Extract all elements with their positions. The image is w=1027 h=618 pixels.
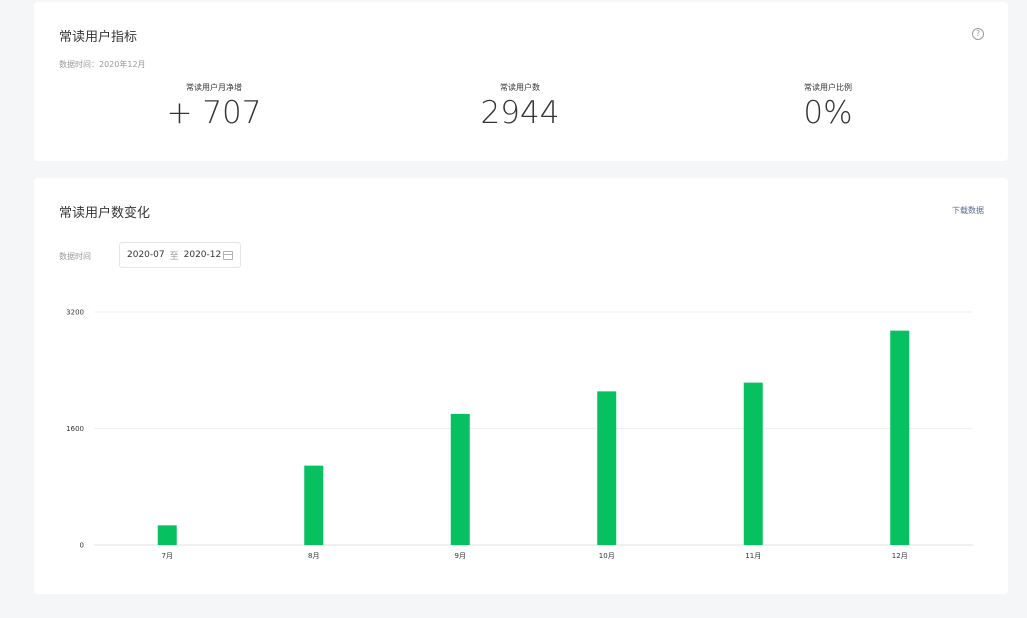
y-tick-label: 0 (80, 542, 84, 550)
bar (304, 465, 324, 545)
metric-label: 常读用户数 (500, 83, 540, 92)
x-tick-label: 11月 (745, 552, 761, 560)
chart-card: 常读用户数变化 下载数据 数据时间 2020-07 至 2020-12 0 160… (34, 178, 1008, 594)
date-range-picker[interactable]: 2020-07 至 2020-12 (119, 242, 241, 268)
metric-user-count: 常读用户数 2944 (420, 82, 620, 131)
metric-label: 常读用户比例 (804, 83, 852, 92)
bar (597, 391, 617, 545)
date-separator: 至 (169, 251, 179, 262)
date-filter-label: 数据时间 (59, 252, 91, 261)
calendar-icon (223, 251, 233, 260)
metrics-card-title: 常读用户指标 (59, 30, 138, 45)
x-tick-label: 10月 (599, 552, 615, 560)
bar (890, 330, 910, 545)
bar (157, 525, 177, 545)
metric-net-growth: 常读用户月净增 + 707 (114, 82, 314, 131)
metrics-data-time: 数据时间：2020年12月 (59, 60, 146, 69)
x-tick-label: 7月 (162, 552, 173, 560)
x-tick-label: 9月 (455, 552, 466, 560)
download-data-link[interactable]: 下载数据 (952, 206, 984, 215)
y-tick-label: 3200 (66, 309, 84, 317)
date-end: 2020-12 (183, 250, 222, 260)
bar (450, 413, 470, 545)
bar-chart: 0 1600 3200 7月 8月 9月 10月 11月 12月 (66, 309, 973, 560)
metrics-card: 常读用户指标 ? 数据时间：2020年12月 常读用户月净增 + 707 常读用… (34, 2, 1008, 161)
chart-card-title: 常读用户数变化 (59, 206, 151, 221)
metric-user-ratio: 常读用户比例 0% (728, 82, 928, 131)
metric-value: 0% (803, 95, 853, 131)
bar (743, 382, 763, 545)
metric-value: 2944 (480, 95, 560, 131)
metric-value: + 707 (166, 95, 262, 131)
y-tick-label: 1600 (66, 425, 84, 433)
x-tick-label: 12月 (892, 552, 908, 560)
date-start: 2020-07 (127, 250, 165, 260)
help-icon[interactable]: ? (972, 28, 984, 40)
x-tick-label: 8月 (308, 552, 319, 560)
metric-label: 常读用户月净增 (186, 83, 242, 92)
